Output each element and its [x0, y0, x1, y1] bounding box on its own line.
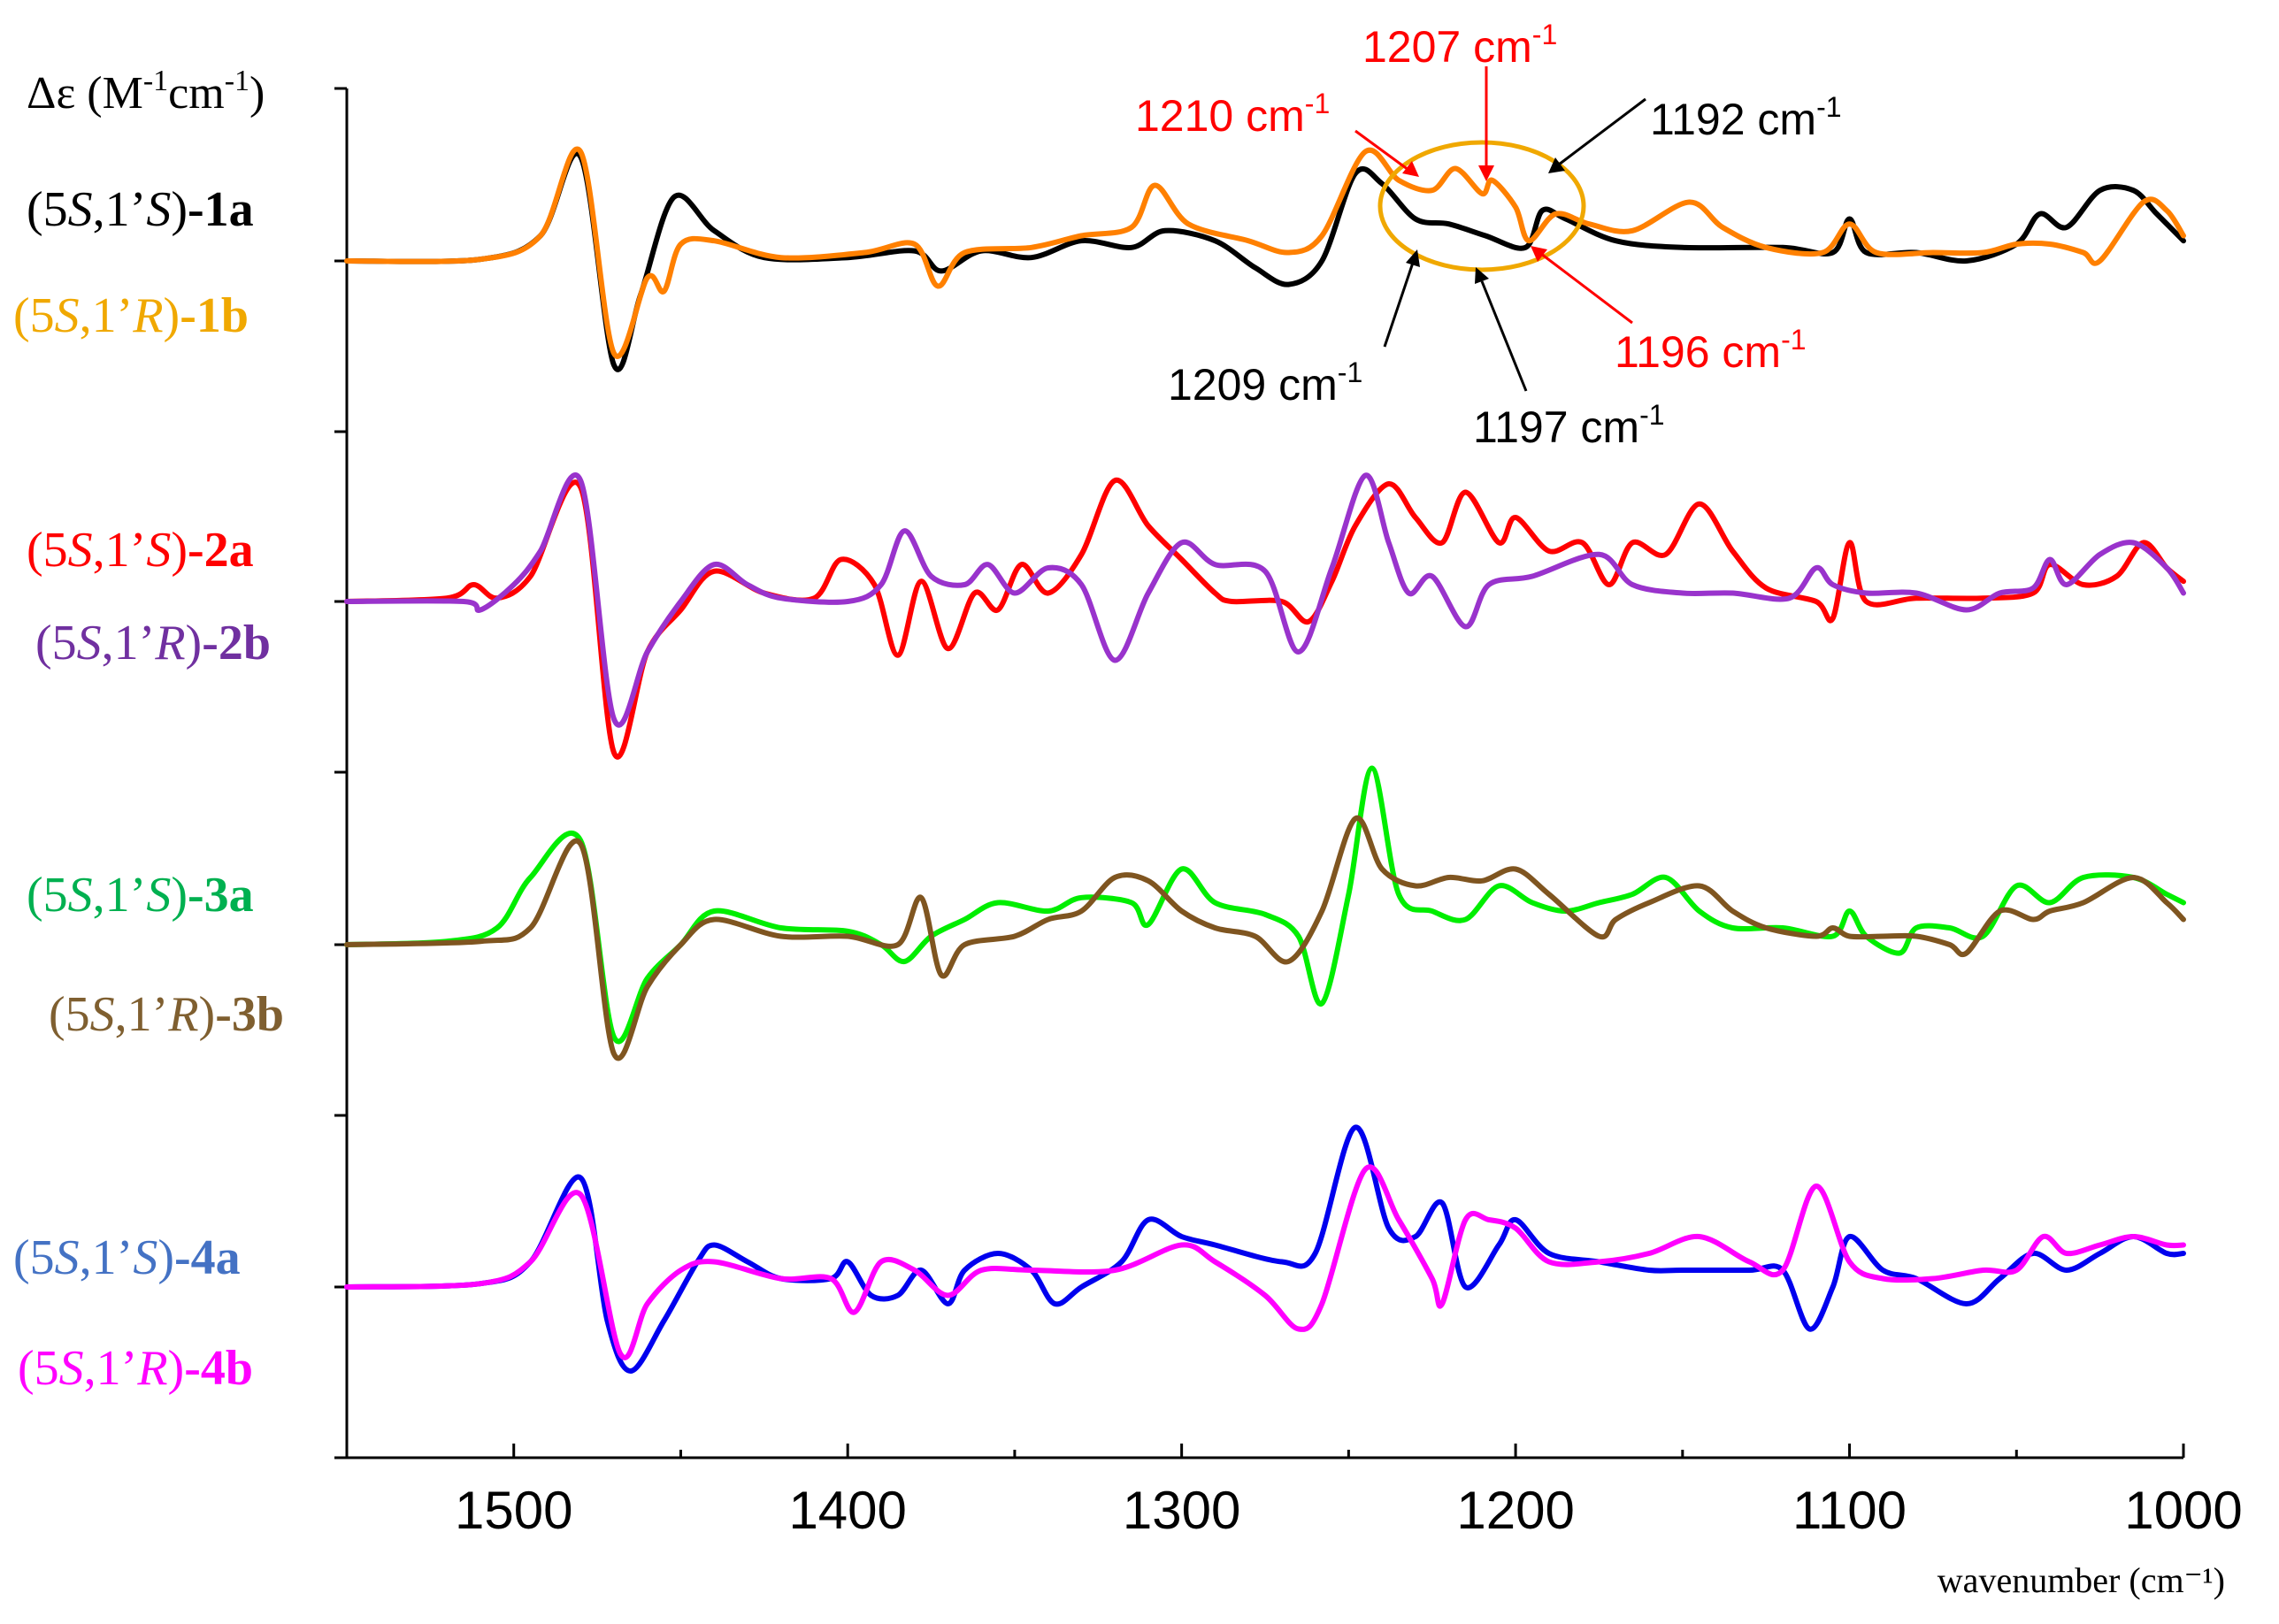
series-label-0-1: (5S,1’R)-1b — [13, 288, 249, 343]
x-tick-labels: 1500 1400 1300 1200 1100 1000 — [455, 1481, 2243, 1540]
series-label-0-0: (5S,1’S)-1a — [27, 182, 254, 237]
annotation-1210: 1210 cm-1 — [1135, 88, 1330, 141]
arrow-1192 — [1548, 97, 1646, 173]
arrow-1196 — [1531, 246, 1633, 325]
series-line-2-0 — [344, 765, 2186, 1045]
series-label-2-0: (5S,1’S)-3a — [27, 868, 254, 923]
series-labels: (5S,1’S)-1a (5S,1’R)-1b (5S,1’S)-2a (5S,1’R… — [13, 182, 284, 1396]
series-line-3-1 — [344, 1164, 2186, 1360]
series-label-3-1: (5S,1’R)-4b — [18, 1341, 253, 1396]
annotation-1196: 1196 cm-1 — [1615, 324, 1807, 377]
x-tick-label: 1300 — [1123, 1481, 1240, 1540]
x-tick-label: 1200 — [1456, 1481, 1574, 1540]
annotation-1209: 1209 cm-1 — [1168, 356, 1362, 410]
series-line-3-0 — [344, 1124, 2186, 1374]
series-line-0-0 — [344, 150, 2186, 372]
x-tick-label: 1000 — [2124, 1481, 2242, 1540]
x-tick-label: 1500 — [455, 1481, 572, 1540]
series-label-3-0: (5S,1’S)-4a — [13, 1230, 241, 1285]
series-line-1-0 — [344, 478, 2186, 760]
annotation-1207: 1207 cm-1 — [1362, 19, 1557, 72]
series-line-2-1 — [344, 815, 2186, 1061]
x-tick-label: 1100 — [1792, 1481, 1907, 1540]
series-label-1-1: (5S,1’R)-2b — [35, 616, 271, 670]
axes — [334, 87, 2185, 1459]
arrow-1209 — [1383, 249, 1420, 348]
arrow-1207 — [1478, 66, 1494, 181]
x-axis-title: wavenumber (cm⁻¹) — [1938, 1560, 2225, 1600]
series-label-1-0: (5S,1’S)-2a — [27, 523, 254, 578]
annotation-1192: 1192 cm-1 — [1650, 91, 1842, 144]
arrow-1197 — [1475, 267, 1528, 392]
annotation-1197: 1197 cm-1 — [1473, 399, 1665, 452]
arrow-1210 — [1354, 129, 1419, 177]
x-tick-label: 1400 — [788, 1481, 906, 1540]
y-axis-title: Δε (M-1cm-1) — [27, 65, 265, 119]
annotation-texts: 1207 cm-1 1210 cm-1 1192 cm-1 1196 cm-1 … — [1135, 19, 1842, 452]
series-line-0-1 — [344, 146, 2186, 359]
series-group — [344, 146, 2186, 1374]
highlight-ellipse — [1377, 140, 1586, 272]
series-line-1-1 — [344, 472, 2186, 728]
series-label-2-1: (5S,1’R)-3b — [49, 987, 284, 1042]
annotation-arrows — [1354, 66, 1646, 392]
